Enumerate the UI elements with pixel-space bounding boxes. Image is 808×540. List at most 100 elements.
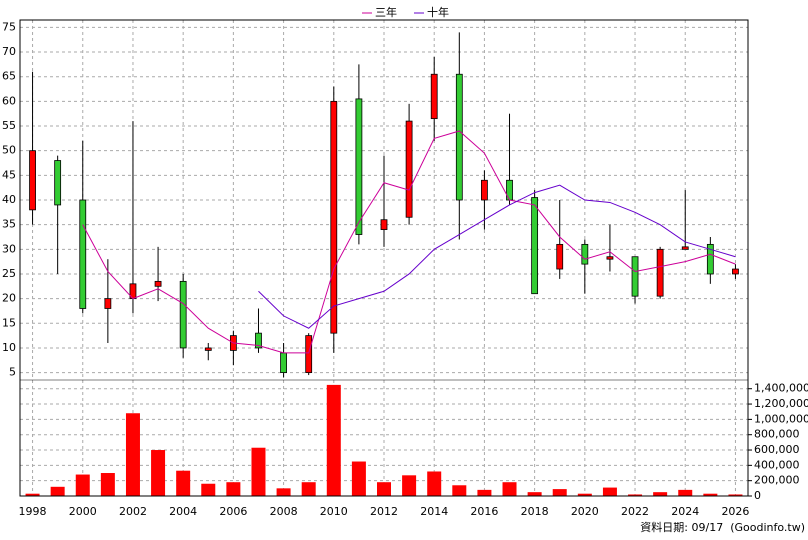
x-tick-label: 2008	[270, 505, 298, 518]
candle-body	[556, 243, 564, 270]
volume-bar	[100, 473, 115, 496]
volume-bar	[251, 447, 266, 496]
volume-bar	[653, 492, 668, 496]
y-tick-label: 35	[2, 218, 16, 231]
x-tick-label: 2000	[69, 505, 97, 518]
volume-bar	[678, 489, 693, 496]
x-tick-label: 2026	[721, 505, 749, 518]
volume-bar	[50, 486, 65, 496]
volume-bar	[452, 485, 467, 496]
volume-bar	[602, 487, 617, 496]
volume-bar	[527, 492, 542, 496]
candle-body	[455, 73, 463, 201]
candle-body	[706, 243, 714, 275]
volume-bar	[502, 482, 517, 496]
y-tick-label: 75	[2, 20, 16, 33]
x-tick-label: 2004	[169, 505, 197, 518]
y2-tick-label: 1,400,000	[754, 382, 808, 395]
legend-label: 十年	[427, 5, 449, 19]
volume-bar	[276, 488, 291, 496]
y-tick-label: 20	[2, 292, 16, 305]
y-tick-label: 40	[2, 193, 16, 206]
plot-frame	[19, 19, 749, 497]
volume-bar	[377, 482, 391, 496]
y2-tick-label: 200,000	[754, 474, 800, 487]
x-tick-label: 2022	[621, 505, 649, 518]
candle-body	[54, 160, 62, 206]
y2-tick-label: 600,000	[754, 443, 800, 456]
candle-body	[179, 280, 187, 349]
y2-tick-label: 0	[754, 489, 761, 502]
y-tick-label: 25	[2, 267, 16, 280]
y2-tick-label: 1,200,000	[754, 397, 808, 410]
candle-body	[330, 100, 338, 334]
footnote: 資料日期: 09/17 (Goodinfo.tw)	[640, 520, 805, 534]
volume-bar	[151, 450, 166, 496]
candle-body	[255, 332, 262, 349]
volume-bar	[477, 489, 492, 496]
x-tick-label: 2020	[571, 505, 599, 518]
ma-line	[258, 184, 736, 329]
candle-body	[79, 199, 87, 309]
y-tick-label: 60	[2, 94, 16, 107]
candle-body	[606, 256, 614, 260]
candle-body	[204, 347, 212, 351]
y2-tick-label: 1,000,000	[754, 412, 808, 425]
candle-body	[481, 179, 488, 201]
volume-bar	[301, 482, 316, 496]
volume-bar	[201, 483, 216, 496]
candle-body	[430, 73, 438, 120]
candle-body	[355, 98, 363, 235]
y-tick-label: 55	[2, 119, 16, 132]
candle-body	[380, 219, 388, 230]
candle-body	[631, 256, 639, 297]
volume-bar	[351, 461, 366, 496]
volume-bar	[326, 384, 341, 496]
legend-label: 三年	[375, 5, 397, 19]
x-tick-label: 2002	[119, 505, 147, 518]
volume-bar	[552, 489, 567, 496]
candle-body	[305, 335, 313, 374]
volume-bar	[703, 493, 718, 496]
y-tick-label: 30	[2, 242, 16, 255]
candle-body	[681, 246, 689, 250]
candle-body	[29, 150, 36, 211]
y2-tick-label: 800,000	[754, 428, 800, 441]
volume-bar	[176, 470, 191, 496]
x-tick-label: 2018	[521, 505, 549, 518]
candle-body	[732, 268, 739, 275]
x-tick-label: 2006	[219, 505, 247, 518]
candle-body	[581, 243, 589, 265]
volume-bar	[25, 493, 40, 496]
x-tick-label: 1998	[19, 505, 47, 518]
volume-bar	[226, 482, 241, 496]
y-tick-label: 5	[9, 366, 16, 379]
x-tick-label: 2012	[370, 505, 398, 518]
y2-tick-label: 400,000	[754, 458, 800, 471]
candle-body	[656, 248, 664, 297]
x-tick-label: 2016	[470, 505, 498, 518]
candle-body	[154, 280, 162, 287]
y-tick-label: 15	[2, 316, 16, 329]
volume-bar	[402, 475, 417, 496]
volume-bar	[577, 493, 592, 496]
candle-body	[405, 120, 413, 218]
y-tick-label: 45	[2, 168, 16, 181]
y-tick-label: 70	[2, 45, 16, 58]
x-tick-label: 2024	[671, 505, 699, 518]
candle-body	[531, 197, 539, 295]
x-tick-label: 2014	[420, 505, 448, 518]
ma-line	[82, 130, 736, 354]
volume-bar	[125, 413, 140, 496]
volume-bar	[75, 474, 90, 496]
y-tick-label: 50	[2, 144, 16, 157]
volume-bar	[427, 471, 442, 496]
x-tick-label: 2010	[320, 505, 348, 518]
volume-bar	[728, 494, 743, 496]
y-tick-label: 10	[2, 341, 16, 354]
y-tick-label: 65	[2, 70, 16, 83]
volume-bar	[628, 494, 643, 496]
candle-body	[104, 298, 112, 309]
candle-body	[280, 352, 287, 374]
